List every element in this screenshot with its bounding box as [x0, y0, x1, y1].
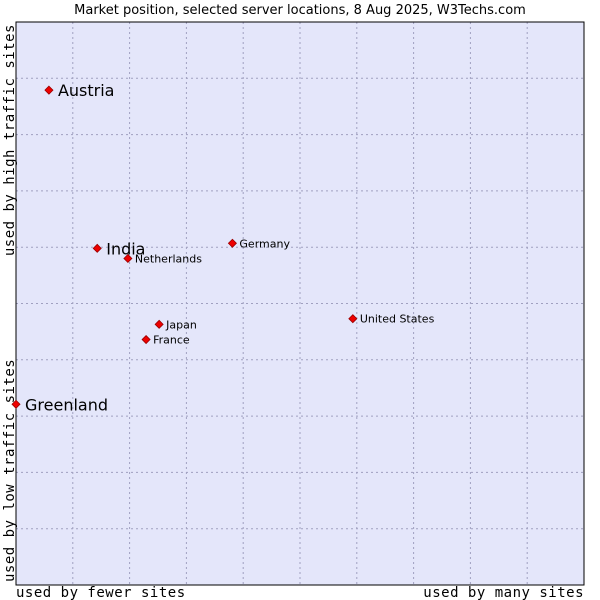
- y-axis-label-top: used by high traffic sites: [2, 24, 18, 256]
- point-marker-japan[interactable]: [154, 319, 164, 329]
- point-label-japan: Japan: [165, 318, 197, 331]
- point-label-india: India: [106, 239, 145, 258]
- point-label-germany: Germany: [239, 237, 290, 250]
- point-label-netherlands: Netherlands: [135, 252, 202, 265]
- point-label-france: France: [153, 334, 190, 347]
- point-label-united-states: United States: [360, 313, 435, 326]
- grid-lines: [16, 22, 584, 585]
- point-marker-greenland[interactable]: [11, 399, 21, 409]
- point-marker-germany[interactable]: [227, 238, 237, 248]
- x-axis-label-left: used by fewer sites: [16, 585, 186, 600]
- point-label-austria: Austria: [58, 81, 115, 100]
- x-axis-label-right: used by many sites: [423, 585, 584, 600]
- point-marker-united-states[interactable]: [348, 314, 358, 324]
- plot-border: [15, 21, 585, 586]
- point-marker-india[interactable]: [92, 243, 102, 253]
- point-label-greenland: Greenland: [25, 395, 108, 414]
- point-marker-france[interactable]: [141, 334, 151, 345]
- chart-title: Market position, selected server locatio…: [74, 3, 526, 18]
- y-axis-label-bottom: used by low traffic sites: [2, 359, 18, 582]
- point-marker-austria[interactable]: [44, 85, 54, 95]
- point-marker-netherlands[interactable]: [123, 253, 133, 264]
